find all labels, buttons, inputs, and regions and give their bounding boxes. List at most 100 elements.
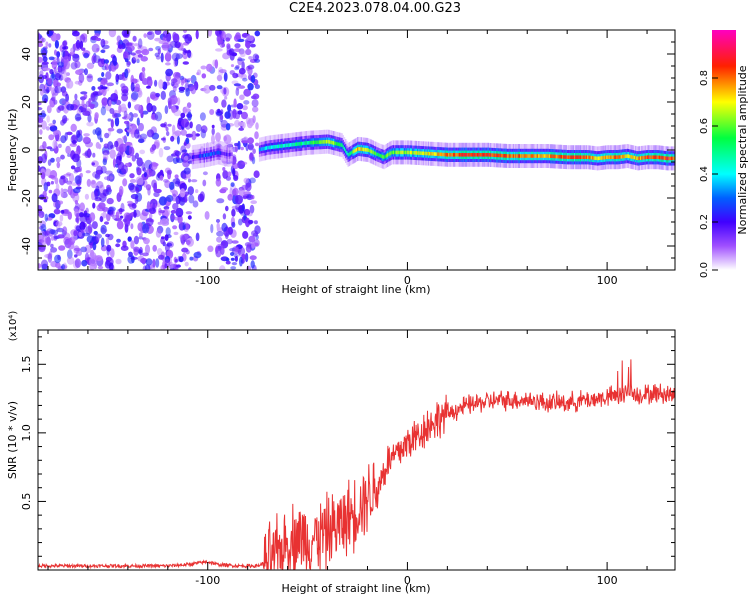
noise-speckle bbox=[223, 72, 228, 82]
signal-cell bbox=[540, 154, 542, 158]
noise-speckle bbox=[145, 168, 153, 178]
signal-cell bbox=[534, 154, 536, 158]
signal-cell bbox=[557, 154, 559, 159]
signal-cell bbox=[388, 152, 390, 157]
noise-speckle bbox=[187, 215, 192, 220]
noise-speckle bbox=[146, 30, 155, 40]
signal-cell bbox=[377, 153, 379, 157]
noise-speckle bbox=[159, 169, 164, 177]
signal-cell bbox=[361, 147, 364, 152]
signal-cell bbox=[227, 153, 229, 157]
signal-cell bbox=[321, 140, 323, 144]
signal-cell bbox=[596, 156, 598, 161]
signal-cell bbox=[325, 139, 328, 144]
signal-cell bbox=[522, 154, 524, 158]
noise-speckle bbox=[233, 83, 241, 87]
noise-speckle bbox=[209, 84, 216, 91]
spectrogram-y-tick-label: -40 bbox=[20, 237, 33, 255]
noise-speckle bbox=[231, 262, 238, 266]
noise-speckle bbox=[232, 187, 239, 196]
noise-speckle bbox=[233, 48, 241, 52]
noise-speckle bbox=[48, 213, 56, 219]
signal-cell bbox=[451, 153, 454, 157]
noise-speckle bbox=[46, 126, 50, 131]
noise-speckle bbox=[220, 109, 224, 115]
noise-speckle bbox=[122, 136, 126, 140]
signal-cell bbox=[447, 153, 449, 157]
signal-cell bbox=[393, 150, 395, 155]
noise-speckle bbox=[249, 152, 254, 161]
noise-speckle bbox=[81, 259, 88, 267]
noise-speckle bbox=[150, 113, 159, 121]
noise-speckle bbox=[225, 232, 229, 240]
noise-speckle bbox=[80, 246, 88, 253]
signal-cell bbox=[591, 156, 594, 160]
signal-cell bbox=[409, 150, 412, 155]
noise-speckle bbox=[245, 48, 252, 56]
noise-speckle bbox=[92, 91, 99, 96]
signal-cell bbox=[615, 155, 618, 159]
signal-cell bbox=[346, 151, 348, 155]
signal-cell bbox=[340, 143, 342, 147]
noise-speckle bbox=[54, 208, 60, 215]
noise-speckle bbox=[195, 189, 199, 194]
signal-cell bbox=[215, 151, 217, 155]
noise-speckle bbox=[241, 161, 248, 165]
noise-speckle bbox=[201, 73, 207, 79]
signal-cell bbox=[444, 152, 446, 157]
signal-cell bbox=[661, 155, 663, 160]
signal-cell bbox=[317, 140, 319, 144]
noise-speckle bbox=[192, 200, 199, 208]
noise-speckle bbox=[117, 44, 123, 49]
signal-cell bbox=[631, 155, 633, 159]
noise-speckle bbox=[83, 133, 90, 137]
noise-speckle bbox=[143, 33, 147, 38]
snr-y-tick-label: 1.0 bbox=[20, 424, 33, 442]
noise-speckle bbox=[242, 77, 248, 82]
noise-speckle bbox=[253, 220, 258, 225]
noise-speckle bbox=[116, 220, 124, 230]
noise-speckle bbox=[78, 73, 85, 84]
signal-cell bbox=[528, 154, 530, 158]
colorbar: 0.0 0.2 0.4 0.6 0.8 Normalized spectral ampl… bbox=[699, 30, 749, 278]
noise-speckle bbox=[185, 137, 190, 145]
signal-cell bbox=[657, 155, 660, 160]
noise-speckle bbox=[42, 89, 50, 94]
noise-speckle bbox=[204, 211, 210, 220]
signal-cell bbox=[419, 151, 421, 155]
signal-cell bbox=[454, 153, 456, 157]
signal-cell bbox=[578, 155, 581, 159]
noise-speckle bbox=[50, 247, 58, 253]
signal-cell bbox=[602, 155, 604, 160]
signal-cell bbox=[630, 155, 632, 159]
noise-speckle bbox=[159, 175, 164, 181]
noise-speckle bbox=[79, 40, 84, 50]
signal-cell bbox=[506, 154, 509, 158]
signal-cell bbox=[309, 140, 311, 145]
signal-cell bbox=[463, 153, 465, 157]
signal-cell bbox=[619, 155, 621, 159]
noise-speckle bbox=[163, 206, 170, 210]
noise-speckle bbox=[108, 30, 117, 38]
noise-speckle bbox=[42, 56, 48, 62]
signal-cell bbox=[452, 153, 455, 157]
noise-speckle bbox=[46, 115, 50, 123]
signal-cell bbox=[206, 153, 208, 157]
signal-cell bbox=[278, 144, 280, 149]
noise-speckle bbox=[130, 91, 139, 101]
noise-speckle bbox=[110, 248, 115, 258]
noise-speckle bbox=[233, 98, 237, 108]
signal-cell bbox=[606, 155, 608, 160]
noise-speckle bbox=[188, 267, 192, 270]
noise-speckle bbox=[58, 200, 64, 205]
signal-cell bbox=[379, 154, 382, 158]
signal-cell bbox=[572, 155, 575, 159]
signal-cell bbox=[413, 151, 415, 155]
noise-speckle bbox=[174, 174, 179, 179]
noise-speckle bbox=[173, 58, 178, 68]
snr-x-tick-label: 100 bbox=[597, 574, 618, 587]
noise-speckle bbox=[78, 231, 82, 238]
noise-speckle bbox=[166, 169, 173, 175]
noise-speckle bbox=[221, 31, 226, 40]
noise-speckle bbox=[189, 121, 193, 129]
